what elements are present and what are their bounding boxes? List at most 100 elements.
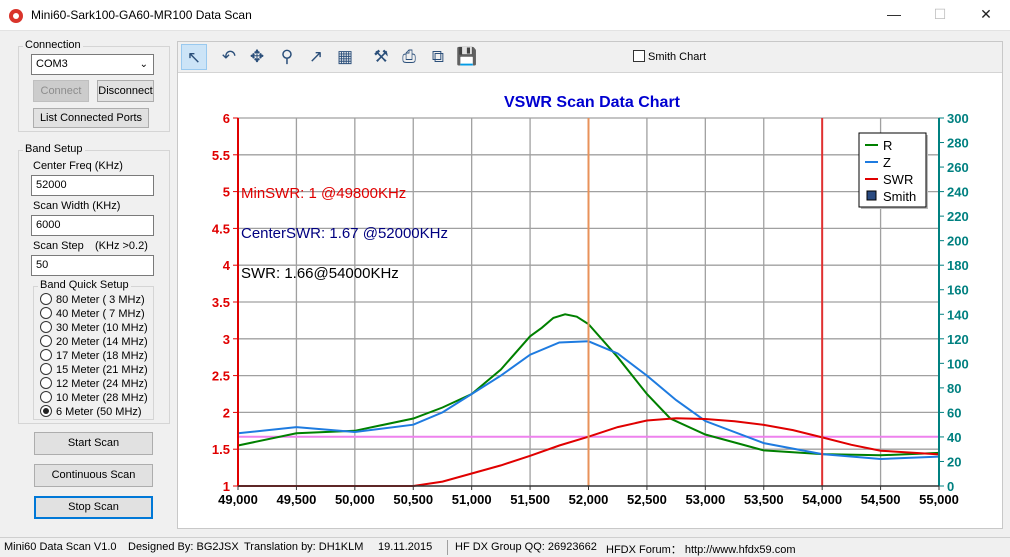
band-setup-group: Band Setup (18, 143, 170, 424)
x-tick-label: 51,000 (452, 492, 492, 507)
zoom-icon[interactable]: ⚲ (280, 47, 294, 66)
center-freq-input[interactable]: 52000 (31, 175, 154, 196)
x-tick-label: 53,500 (744, 492, 784, 507)
close-button[interactable]: ✕ (980, 6, 992, 22)
band-radio-5[interactable]: 15 Meter (21 MHz) (40, 363, 148, 377)
scan-step-label: Scan Step (33, 240, 84, 252)
band-radio-4[interactable]: 17 Meter (18 MHz) (40, 349, 148, 363)
legend-label: R (883, 138, 892, 153)
left-tick-label: 6 (223, 111, 230, 126)
status-translator: Translation by: DH1KLM (244, 541, 364, 553)
right-tick-label: 20 (947, 454, 961, 469)
band-radio-label: 80 Meter ( 3 MHz) (56, 294, 145, 306)
chart-axes: 11.522.533.544.555.560204060801001201401… (212, 111, 969, 507)
band-quick-setup-group: Band Quick Setup (33, 279, 154, 420)
left-tick-label: 5 (223, 185, 230, 200)
start-scan-button[interactable]: Start Scan (34, 432, 153, 455)
x-tick-label: 52,000 (569, 492, 609, 507)
x-tick-label: 49,000 (218, 492, 258, 507)
title-bar: Mini60-Sark100-GA60-MR100 Data Scan — ☐ … (0, 0, 1010, 31)
radio-button[interactable] (40, 405, 52, 417)
left-tick-label: 5.5 (212, 148, 230, 163)
radio-button[interactable] (40, 307, 52, 319)
band-radio-7[interactable]: 10 Meter (28 MHz) (40, 391, 148, 405)
legend-label: Z (883, 155, 891, 170)
band-radio-1[interactable]: 40 Meter ( 7 MHz) (40, 307, 145, 321)
left-tick-label: 1.5 (212, 442, 230, 457)
status-forum: HFDX Forum： http://www.hfdx59.com (606, 544, 796, 556)
series-line-z (237, 340, 940, 461)
left-tick-label: 2 (223, 405, 230, 420)
band-radio-label: 20 Meter (14 MHz) (56, 336, 148, 348)
band-quick-setup-title: Band Quick Setup (38, 279, 131, 291)
undo-icon[interactable]: ↶ (221, 47, 237, 66)
radio-button[interactable] (40, 391, 52, 403)
window-title: Mini60-Sark100-GA60-MR100 Data Scan (31, 8, 252, 22)
status-group: HF DX Group QQ: 26923662 (455, 541, 597, 553)
list-ports-button[interactable]: List Connected Ports (33, 108, 149, 128)
chart-panel: ↖ ↶ ✥ ⚲ ↗ ▦ ⚒ ⎙ ⧉ 💾 Smith Chart VSWR Sca… (177, 41, 1003, 529)
scan-step-hint: (KHz >0.2) (95, 240, 148, 252)
disconnect-button[interactable]: Disconnect (97, 80, 154, 102)
left-tick-label: 3.5 (212, 295, 230, 310)
band-radio-8[interactable]: 6 Meter (50 MHz) (40, 405, 142, 419)
scan-width-input[interactable]: 6000 (31, 215, 154, 236)
right-tick-label: 280 (947, 136, 969, 151)
band-radio-3[interactable]: 20 Meter (14 MHz) (40, 335, 148, 349)
connection-group-title: Connection (23, 39, 83, 51)
status-version: Mini60 Data Scan V1.0 (4, 541, 117, 553)
smith-chart-box[interactable] (633, 50, 645, 62)
right-tick-label: 220 (947, 209, 969, 224)
x-tick-label: 50,500 (393, 492, 433, 507)
right-tick-label: 60 (947, 405, 961, 420)
radio-button[interactable] (40, 321, 52, 333)
right-tick-label: 80 (947, 381, 961, 396)
left-tick-label: 1 (223, 479, 230, 494)
port-select[interactable]: COM3 ⌄ (31, 54, 154, 75)
radio-button[interactable] (40, 349, 52, 361)
copy-icon[interactable]: ⧉ (431, 47, 445, 66)
left-tick-label: 2.5 (212, 369, 230, 384)
scan-width-label: Scan Width (KHz) (33, 200, 121, 212)
chart-title: VSWR Scan Data Chart (504, 94, 681, 111)
right-tick-label: 100 (947, 356, 969, 371)
band-radio-label: 12 Meter (24 MHz) (56, 378, 148, 390)
radio-button[interactable] (40, 335, 52, 347)
x-tick-label: 54,000 (802, 492, 842, 507)
radio-button[interactable] (40, 363, 52, 375)
save-icon[interactable]: 💾 (456, 47, 478, 66)
chevron-down-icon: ⌄ (139, 59, 148, 70)
smith-chart-checkbox[interactable]: Smith Chart (633, 50, 706, 63)
x-tick-label: 54,500 (861, 492, 901, 507)
status-date: 19.11.2015 (378, 541, 433, 553)
export-icon[interactable]: ↗ (308, 47, 324, 66)
annotation-text: MinSWR: 1 @49800KHz (241, 185, 406, 202)
right-tick-label: 40 (947, 430, 961, 445)
radio-button[interactable] (40, 293, 52, 305)
minimize-button[interactable]: — (887, 6, 901, 22)
annotation-text: CenterSWR: 1.67 @52000KHz (241, 225, 448, 242)
pointer-icon[interactable]: ↖ (181, 44, 207, 70)
maximize-button: ☐ (933, 6, 947, 22)
pan-icon[interactable]: ✥ (249, 47, 265, 66)
stop-scan-button[interactable]: Stop Scan (34, 496, 153, 519)
x-tick-label: 51,500 (510, 492, 550, 507)
vswr-chart[interactable]: VSWR Scan Data Chart 1 1.5 2 2.5 3 3.5 4 4.5 5 5.… (178, 73, 1002, 528)
left-tick-label: 4 (223, 258, 231, 273)
right-tick-label: 140 (947, 307, 969, 322)
band-radio-6[interactable]: 12 Meter (24 MHz) (40, 377, 148, 391)
print-icon[interactable]: ⎙ (402, 47, 416, 66)
connection-group: Connection (18, 39, 170, 132)
band-setup-title: Band Setup (23, 143, 85, 155)
band-radio-2[interactable]: 30 Meter (10 MHz) (40, 321, 148, 335)
radio-button[interactable] (40, 377, 52, 389)
right-tick-label: 240 (947, 185, 969, 200)
continuous-scan-button[interactable]: Continuous Scan (34, 464, 153, 487)
scan-step-input[interactable]: 50 (31, 255, 154, 276)
tools-icon[interactable]: ⚒ (373, 47, 389, 66)
chart-toolbar: ↖ ↶ ✥ ⚲ ↗ ▦ ⚒ ⎙ ⧉ 💾 Smith Chart (178, 42, 1002, 73)
band-radio-0[interactable]: 80 Meter ( 3 MHz) (40, 293, 145, 307)
x-tick-label: 52,500 (627, 492, 667, 507)
data-table-icon[interactable]: ▦ (336, 47, 354, 66)
x-tick-label: 49,500 (277, 492, 317, 507)
